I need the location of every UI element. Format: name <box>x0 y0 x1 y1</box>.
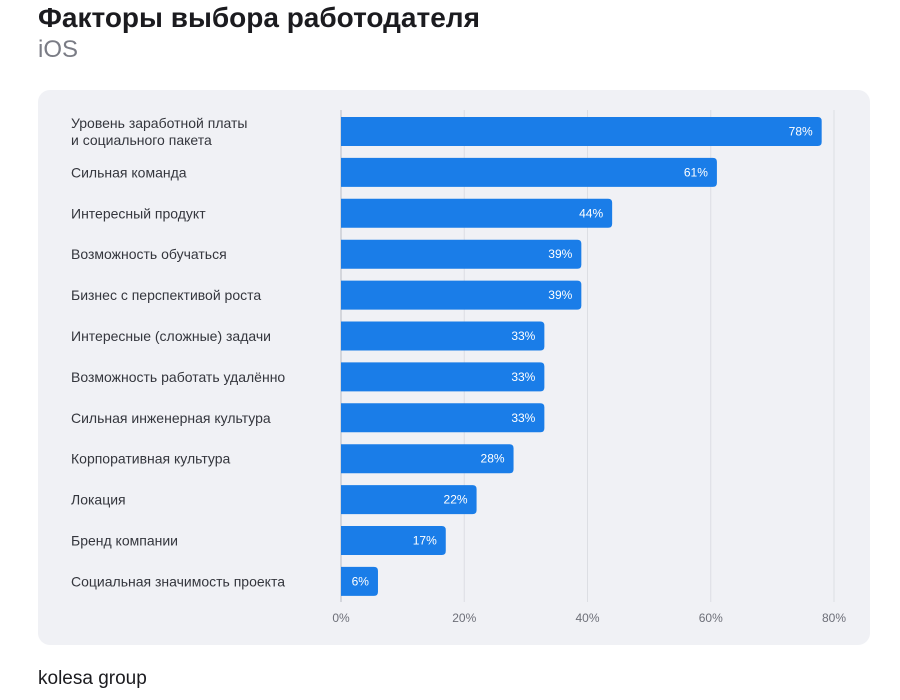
bar <box>341 239 582 269</box>
x-tick-label: 20% <box>452 611 476 625</box>
category-label: Уровень заработной платы <box>71 115 247 131</box>
category-label: и социального пакета <box>71 132 212 148</box>
bar <box>341 117 822 146</box>
category-label: Сильная инженерная культура <box>71 410 271 426</box>
category-label: Бизнес с перспективой роста <box>71 287 261 303</box>
page-title: Факторы выбора работодателя <box>38 2 480 33</box>
page-subtitle: iOS <box>38 36 79 63</box>
bar <box>341 485 477 515</box>
category-label: Локация <box>71 492 126 508</box>
bar-value-label: 33% <box>511 370 535 384</box>
x-tick-label: 60% <box>699 611 723 625</box>
bar-value-label: 33% <box>511 411 535 425</box>
bar <box>341 321 545 351</box>
bar <box>341 198 613 228</box>
bar-value-label: 78% <box>789 125 813 139</box>
bar-value-label: 33% <box>511 329 535 343</box>
bar <box>341 566 378 596</box>
bar-value-label: 28% <box>481 452 505 466</box>
bar-value-label: 22% <box>444 493 468 507</box>
bar <box>341 280 582 310</box>
bar-value-label: 6% <box>352 574 370 588</box>
bar-value-label: 17% <box>413 534 437 548</box>
bar-value-label: 39% <box>548 288 572 302</box>
category-label: Возможность обучаться <box>71 246 227 262</box>
bar <box>341 362 545 392</box>
x-tick-label: 80% <box>822 611 846 625</box>
category-label: Интересный продукт <box>71 205 206 221</box>
bar <box>341 444 514 474</box>
category-label: Сильная команда <box>71 164 187 180</box>
bar-value-label: 39% <box>548 247 572 261</box>
category-label: Бренд компании <box>71 533 178 549</box>
bar <box>341 403 545 433</box>
category-label: Корпоративная культура <box>71 451 231 467</box>
category-label: Возможность работать удалённо <box>71 369 285 385</box>
category-label: Социальная значимость проекта <box>71 573 285 589</box>
bar <box>341 526 446 555</box>
x-tick-label: 0% <box>332 611 350 625</box>
x-tick-label: 40% <box>575 611 599 625</box>
bar-value-label: 44% <box>579 206 603 220</box>
brand-logo: kolesa group <box>38 668 147 689</box>
category-label: Интересные (сложные) задачи <box>71 328 271 344</box>
bar-value-label: 61% <box>684 165 708 179</box>
bar <box>341 157 717 187</box>
